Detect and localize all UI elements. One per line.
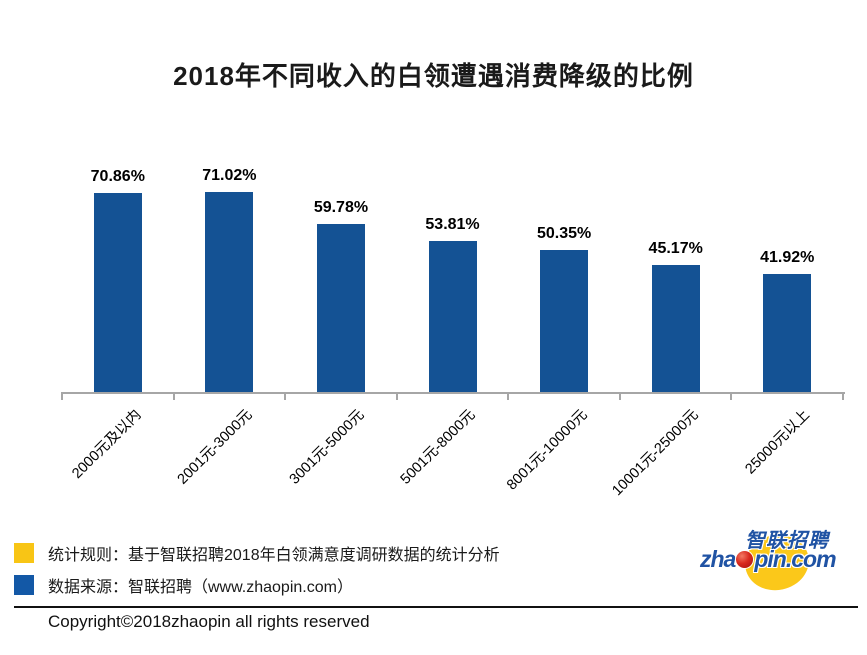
bar-column: 59.78%	[285, 160, 397, 392]
x-axis-label: 3001元-5000元	[286, 406, 368, 488]
legend-label-stat-rule: 统计规则：基于智联招聘2018年白领满意度调研数据的统计分析	[48, 547, 500, 564]
logo-domain-prefix: zha	[700, 546, 736, 572]
axis-tick	[507, 394, 510, 400]
axis-tick	[61, 394, 63, 400]
footer-divider	[14, 606, 858, 608]
bar-value-label: 53.81%	[425, 215, 480, 233]
logo-domain-suffix: pin.com	[754, 546, 836, 572]
bar	[316, 223, 365, 392]
axis-tick	[618, 394, 621, 400]
chart-title: 2018年不同收入的白领遭遇消费降级的比例	[173, 61, 694, 91]
bar-value-label: 71.02%	[202, 167, 257, 184]
x-axis-label: 10001元-25000元	[609, 406, 702, 500]
bar-column: 70.86%	[62, 160, 174, 392]
legend: 统计规则：基于智联招聘2018年白领满意度调研数据的统计分析 数据来源：智联招聘…	[14, 541, 500, 605]
bar	[205, 192, 254, 392]
logo-red-dot-icon	[736, 551, 754, 568]
x-axis-line	[61, 392, 845, 394]
x-axis-label: 2000元及以内	[68, 406, 144, 482]
bar-value-label: 45.17%	[648, 239, 703, 257]
x-axis-labels: 2000元及以内 2001元-3000元 3001元-5000元 5001元-8000…	[62, 404, 843, 529]
bar-value-label: 70.86%	[90, 167, 145, 185]
x-axis-label: 8001元-10000元	[503, 406, 591, 494]
bar-column: 45.17%	[620, 160, 732, 392]
bar-value-label: 59.78%	[313, 198, 369, 216]
axis-tick	[395, 394, 398, 400]
plot-area: 70.86% 71.02% 59.78% 53.81% 50.35% 45.17% 41.9…	[62, 160, 843, 392]
legend-swatch-blue	[14, 575, 34, 595]
bar-column: 53.81%	[397, 160, 509, 392]
x-axis-label: 2001元-3000元	[174, 406, 256, 488]
bar	[93, 192, 142, 392]
legend-swatch-yellow	[14, 543, 34, 563]
bar	[763, 273, 812, 392]
bar	[428, 240, 477, 392]
bar-column: 50.35%	[508, 160, 620, 392]
copyright-text: Copyright©2018zhaopin all rights reserve…	[48, 612, 370, 631]
bar	[540, 250, 589, 392]
bar	[651, 264, 700, 392]
zhaopin-logo: 智联招聘 zha pin.com	[698, 522, 863, 598]
axis-tick	[284, 394, 287, 400]
axis-tick	[730, 394, 733, 400]
bar-value-label: 50.35%	[536, 225, 592, 243]
legend-item-stat-rule: 统计规则：基于智联招聘2018年白领满意度调研数据的统计分析	[14, 541, 500, 565]
bar-value-label: 41.92%	[760, 248, 815, 266]
legend-label-data-source: 数据来源：智联招聘（www.zhaopin.com）	[48, 579, 353, 596]
legend-item-data-source: 数据来源：智联招聘（www.zhaopin.com）	[14, 573, 500, 597]
logo-chinese-text: 智联招聘	[745, 530, 829, 552]
x-axis-label: 5001元-8000元	[397, 406, 479, 488]
bar-column: 41.92%	[731, 160, 843, 392]
x-axis-label: 25000元以上	[742, 406, 814, 478]
logo-domain-text: zha pin.com	[700, 546, 837, 573]
axis-tick	[172, 394, 175, 400]
bar-column: 71.02%	[174, 160, 286, 392]
axis-tick	[842, 394, 844, 400]
